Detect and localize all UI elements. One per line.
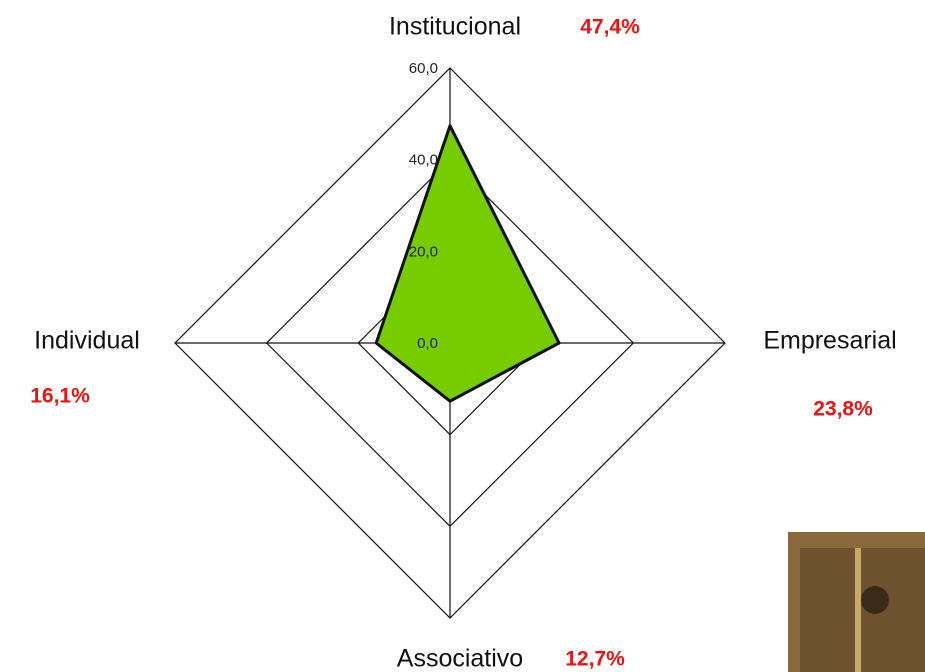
- photo-corner: [788, 532, 925, 672]
- value-label: 12,7%: [565, 648, 625, 671]
- r-tick-label: 0,0: [417, 335, 438, 352]
- category-label: Associativo: [397, 645, 523, 672]
- value-label: 23,8%: [813, 398, 873, 421]
- r-tick-label: 20,0: [409, 243, 438, 260]
- data-area: [374, 124, 561, 403]
- value-label: 16,1%: [30, 385, 90, 408]
- r-tick-label: 40,0: [409, 152, 438, 169]
- category-label: Individual: [34, 327, 140, 355]
- category-label: Empresarial: [763, 327, 896, 355]
- value-label: 47,4%: [580, 16, 640, 39]
- category-label: Institucional: [389, 13, 521, 41]
- r-tick-label: 60,0: [409, 60, 438, 77]
